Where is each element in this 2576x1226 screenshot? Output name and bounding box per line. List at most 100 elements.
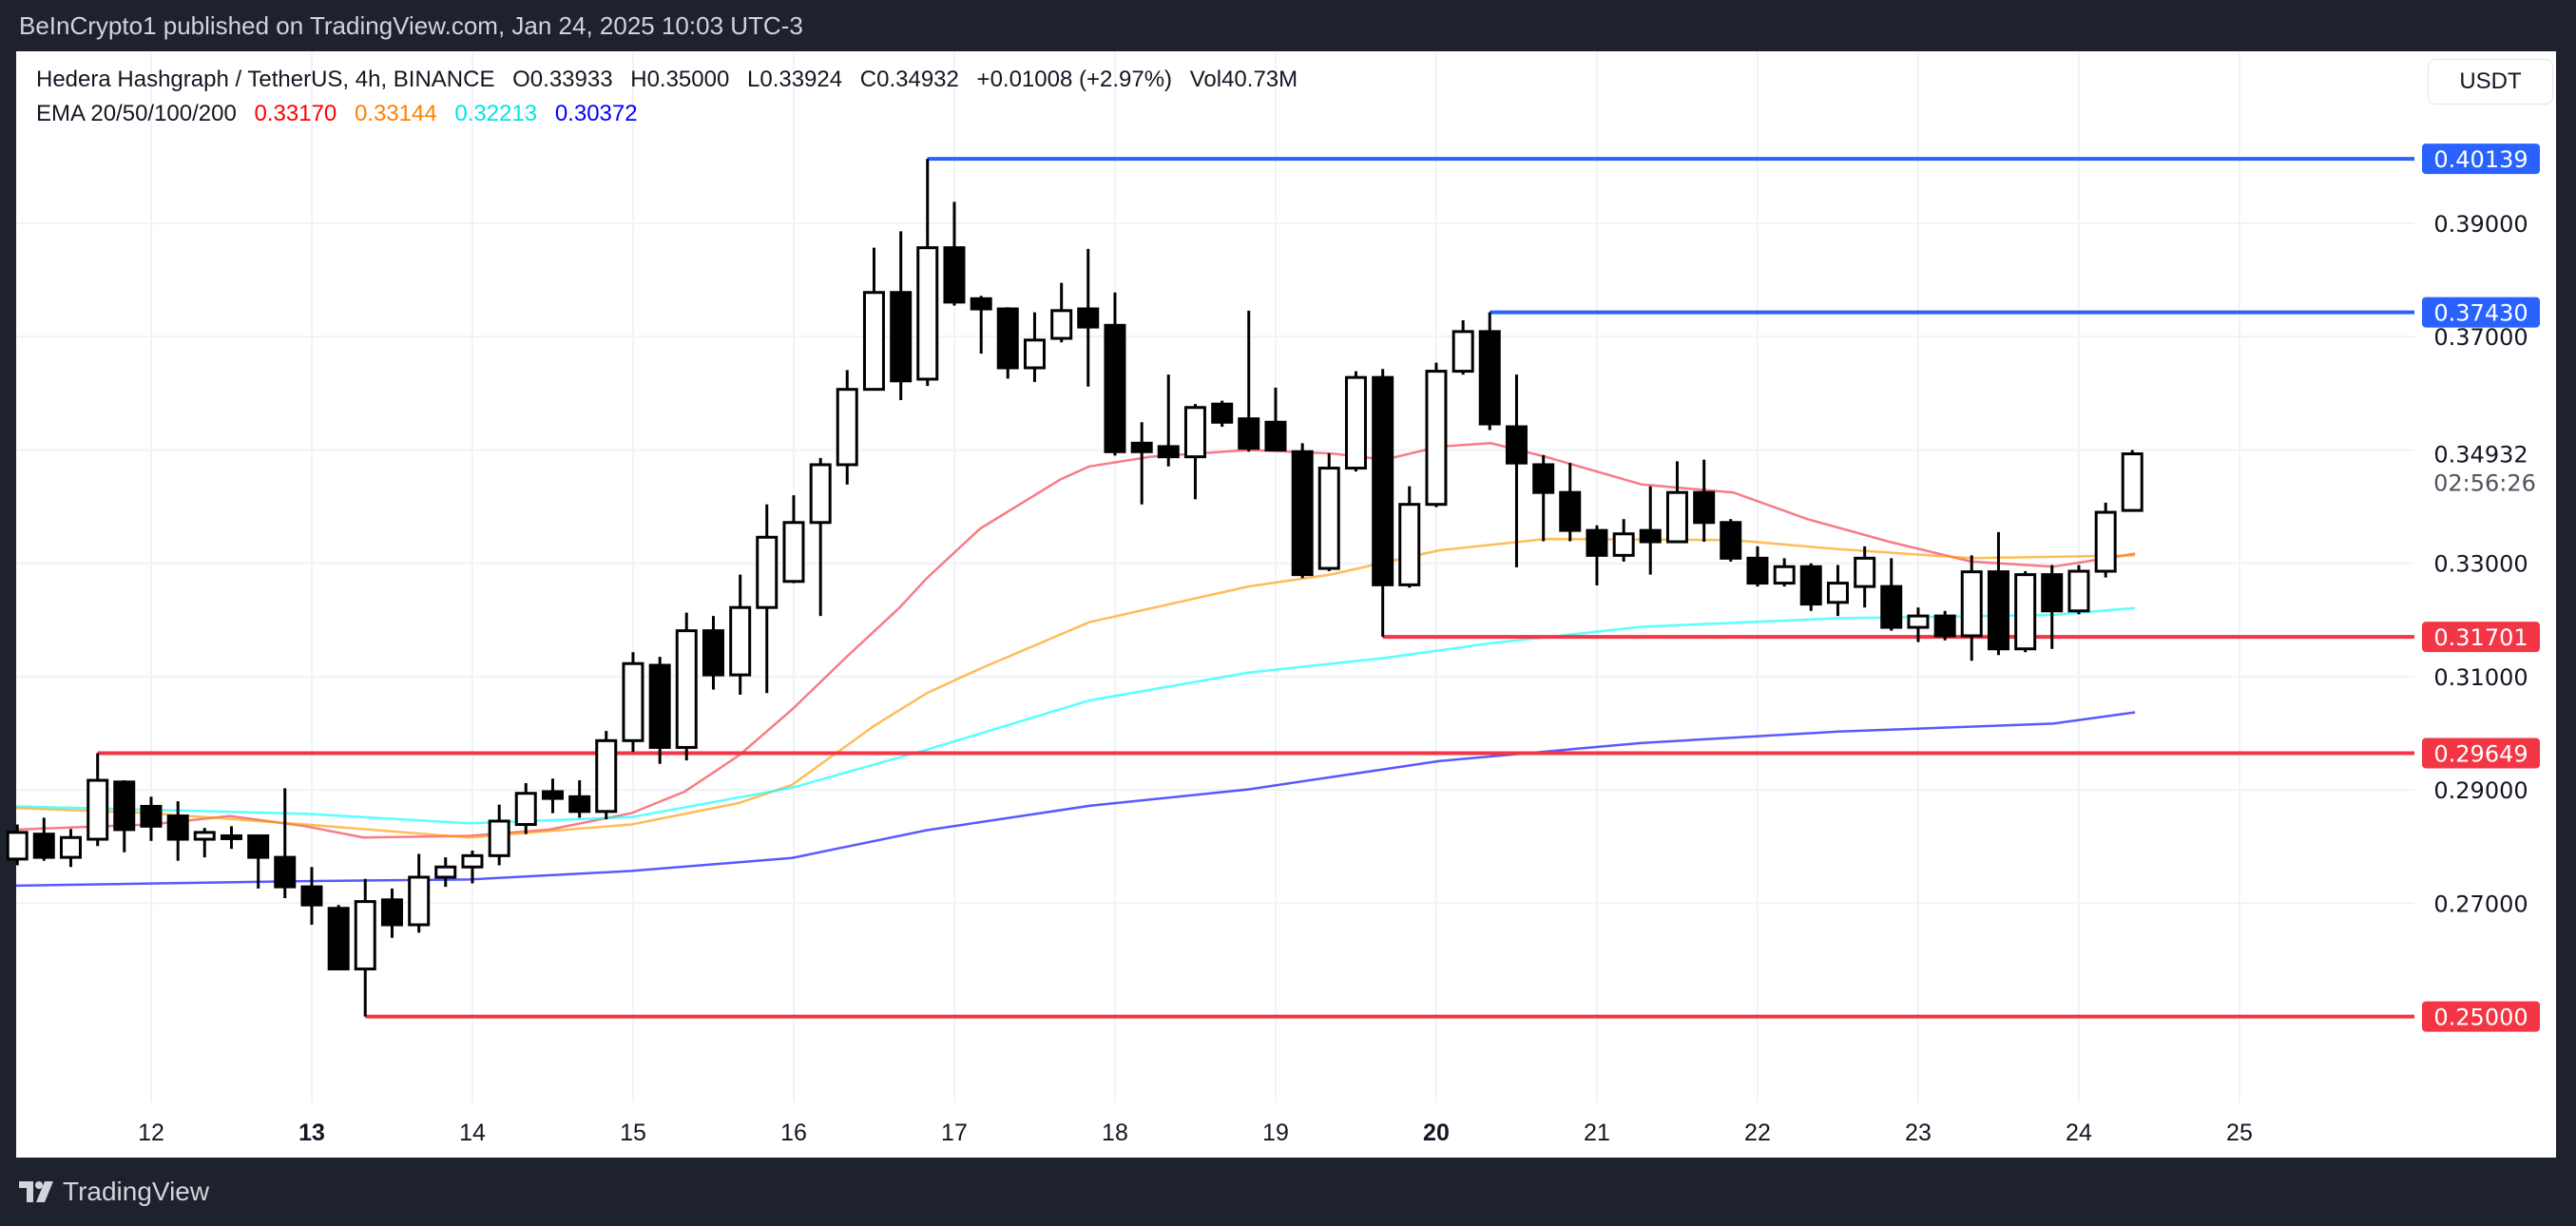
time-tick-label: 12 xyxy=(138,1120,164,1146)
candle-body-down xyxy=(1238,417,1260,450)
candle-body-up xyxy=(1398,503,1421,586)
support-level-label: 0.31701 xyxy=(2433,624,2528,651)
last-price-label: 0.34932 xyxy=(2433,442,2528,469)
candle-body-down xyxy=(1799,565,1822,606)
candle-body-down xyxy=(247,833,270,859)
candle-body-up xyxy=(916,246,939,381)
time-tick-label: 17 xyxy=(941,1120,968,1146)
candle-body-down xyxy=(1933,614,1956,638)
ema-line-ema200 xyxy=(15,711,2136,888)
tradingview-logo[interactable]: TradingView xyxy=(19,1177,209,1207)
ema-line-ema20 xyxy=(15,442,2136,839)
candle-body-down xyxy=(1693,490,1716,525)
candle-body-up xyxy=(1826,582,1849,604)
candle-body-down xyxy=(996,307,1019,370)
candle-body-down xyxy=(32,833,55,859)
support-level-badge xyxy=(2422,1001,2540,1032)
symbol-name[interactable]: Hedera Hashgraph / TetherUS, 4h, BINANCE xyxy=(36,67,495,92)
candle-body-up xyxy=(1183,406,1206,459)
resistance-level-badge xyxy=(2422,144,2540,175)
candle-body-down xyxy=(568,795,591,814)
support-level-badge xyxy=(2422,738,2540,769)
candle-body-down xyxy=(702,629,724,677)
candle-body-up xyxy=(1773,565,1796,585)
published-caption: BeInCrypto1 published on TradingView.com… xyxy=(19,11,803,40)
candle-body-up xyxy=(461,853,484,869)
price-tick-label: 0.39000 xyxy=(2433,211,2528,238)
support-level-label: 0.29649 xyxy=(2433,740,2528,767)
candle-body-down xyxy=(1372,375,1394,586)
bar-countdown: 02:56:26 xyxy=(2433,470,2536,497)
price-tick-label: 0.29000 xyxy=(2433,777,2528,804)
candle-body-up xyxy=(1317,467,1340,570)
horizontal-levels[interactable] xyxy=(97,157,2414,1019)
chart-legend: Hedera Hashgraph / TetherUS, 4h, BINANCE… xyxy=(36,63,1309,131)
candle-body-up xyxy=(836,388,858,467)
resistance-level-label: 0.37430 xyxy=(2433,300,2528,327)
close-value: C0.34932 xyxy=(859,67,959,92)
candle-body-up xyxy=(729,605,752,677)
time-tick-label: 22 xyxy=(1744,1120,1771,1146)
ema100-value: 0.32213 xyxy=(454,101,538,126)
top-bar: BeInCrypto1 published on TradingView.com… xyxy=(0,0,2576,51)
candle-body-down xyxy=(1532,463,1555,494)
candle-body-up xyxy=(1907,614,1930,629)
candle-body-down xyxy=(166,814,189,841)
time-axis[interactable]: 12 13 14 15 16 17 18 19 20 21 22 23 24 25 xyxy=(138,1120,2253,1146)
currency-button[interactable]: USDT xyxy=(2428,59,2553,105)
candle-body-down xyxy=(140,804,163,828)
support-level-badge xyxy=(2422,622,2540,653)
candle-body-down xyxy=(274,855,297,889)
candle-body-down xyxy=(648,663,671,749)
candle-body-up xyxy=(809,463,832,525)
tradingview-brand: TradingView xyxy=(63,1177,210,1206)
candle-body-down xyxy=(1291,450,1314,577)
time-tick-label: 16 xyxy=(780,1120,807,1146)
time-tick-label: 18 xyxy=(1102,1120,1128,1146)
candle-body-up xyxy=(782,521,805,584)
ema50-value: 0.33144 xyxy=(354,101,437,126)
candle-body-down xyxy=(1880,584,1903,629)
ema200-value: 0.30372 xyxy=(554,101,638,126)
candle-body-up xyxy=(193,831,216,841)
candle-body-up xyxy=(1050,309,1073,340)
candle-body-up xyxy=(2014,573,2037,651)
candle-body-down xyxy=(1211,402,1234,424)
candle-body-up xyxy=(1665,490,1688,544)
candle-body-up xyxy=(354,900,376,971)
open-value: O0.33933 xyxy=(512,67,613,92)
chart-background xyxy=(16,51,2556,1158)
candle-body-down xyxy=(1104,323,1126,453)
price-tick-label: 0.37000 xyxy=(2433,324,2528,351)
candle-body-up xyxy=(2094,510,2117,573)
resistance-level-label: 0.40139 xyxy=(2433,146,2528,173)
change-value: +0.01008 (+2.97%) xyxy=(976,67,1173,92)
candle-body-down xyxy=(380,898,403,927)
candle-body-up xyxy=(6,831,29,861)
resistance-level-badge xyxy=(2422,297,2540,328)
candle-body-down xyxy=(327,907,350,971)
ema-label[interactable]: EMA 20/50/100/200 xyxy=(36,101,237,126)
low-value: L0.33924 xyxy=(747,67,843,92)
time-tick-label: 25 xyxy=(2226,1120,2253,1146)
candle-body-down xyxy=(113,780,136,832)
price-tick-label: 0.27000 xyxy=(2433,891,2528,917)
candle-body-up xyxy=(1960,570,1983,638)
high-value: H0.35000 xyxy=(630,67,730,92)
time-tick-label: 21 xyxy=(1584,1120,1610,1146)
tradingview-logo-icon xyxy=(19,1181,53,1202)
candle-body-up xyxy=(514,792,537,827)
candle-body-down xyxy=(890,291,913,383)
price-axis[interactable]: 0.40139 0.37430 0.31701 0.29649 0.25000 0.390… xyxy=(2422,144,2540,1032)
candle-body-up xyxy=(2121,452,2143,512)
candle-body-up xyxy=(756,535,779,609)
candle-body-up xyxy=(220,833,242,840)
candle-body-up xyxy=(434,865,457,879)
candle-body-up xyxy=(1425,370,1448,507)
candle-body-down xyxy=(1746,556,1769,585)
candle-body-down xyxy=(1505,425,1528,465)
price-tick-label: 0.33000 xyxy=(2433,551,2528,578)
ema20-value: 0.33170 xyxy=(254,101,337,126)
candle-body-down xyxy=(1130,441,1153,453)
